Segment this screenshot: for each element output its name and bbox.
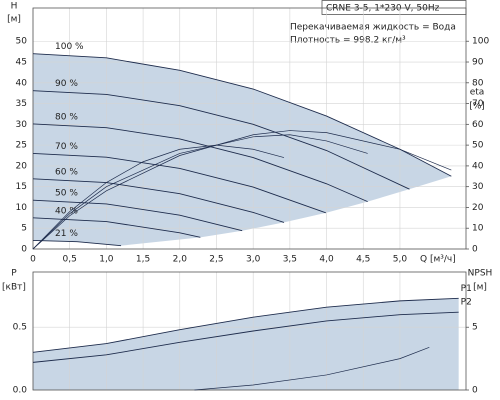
y2-tick-label: 100 bbox=[472, 37, 489, 47]
y-tick-label: 15 bbox=[16, 182, 27, 192]
curve-label: 100 % bbox=[55, 42, 84, 52]
x-axis-label: Q [м³/ч] bbox=[420, 255, 456, 265]
curve bbox=[32, 130, 452, 250]
x-tick-label: 0 bbox=[30, 255, 36, 265]
x-tick-label: 2,0 bbox=[173, 255, 188, 265]
y2-tick-label: 50 bbox=[472, 141, 484, 151]
y2-tick-label: 20 bbox=[472, 203, 484, 213]
y-tick-label: 20 bbox=[16, 161, 28, 171]
curve-label: P2 bbox=[461, 298, 472, 308]
curve bbox=[32, 199, 243, 232]
curve bbox=[32, 144, 285, 250]
curve bbox=[32, 123, 368, 203]
y-tick-label: 0 bbox=[21, 245, 27, 255]
x-tick-label: 1,5 bbox=[136, 255, 150, 265]
x-tick-label: 3,0 bbox=[246, 255, 261, 265]
curve-label: P1 bbox=[461, 284, 472, 294]
plot-frame bbox=[32, 271, 467, 391]
plot-frame bbox=[32, 7, 467, 250]
x-tick-label: 5,0 bbox=[393, 255, 408, 265]
curve-label: 90 % bbox=[55, 79, 78, 89]
y2-tick-label: 40 bbox=[472, 161, 484, 171]
y-tick-label: 5 bbox=[21, 224, 27, 234]
y2-tick-label: 10 bbox=[472, 224, 484, 234]
y2-axis-label: eta bbox=[470, 88, 485, 98]
curve bbox=[32, 178, 285, 223]
curve bbox=[32, 297, 459, 353]
y-tick-label: 35 bbox=[16, 99, 27, 109]
y-tick-label: 10 bbox=[16, 203, 28, 213]
model: CRNE 3-5, 1*230 V, 50Hz bbox=[326, 4, 440, 14]
curve bbox=[32, 311, 459, 363]
y-axis-label: H bbox=[11, 2, 18, 12]
y2-tick-label: 30 bbox=[472, 182, 484, 192]
y-tick-label: 25 bbox=[16, 141, 27, 151]
curve bbox=[32, 217, 201, 238]
y2-tick-label: 70 bbox=[472, 99, 484, 109]
y-tick-label: 50 bbox=[16, 37, 28, 47]
curve-label: 60 % bbox=[55, 167, 78, 177]
curve bbox=[32, 90, 410, 190]
annotation: Плотность = 998.2 кг/м³ bbox=[290, 36, 406, 46]
power-area bbox=[33, 298, 459, 390]
curve-label: 80 % bbox=[55, 112, 78, 122]
curve bbox=[194, 346, 430, 391]
x-tick-label: 3,5 bbox=[283, 255, 297, 265]
y2-tick-label: 90 bbox=[472, 58, 484, 68]
y2-tick-label: 0 bbox=[472, 245, 478, 255]
x-tick-label: 2,5 bbox=[209, 255, 223, 265]
y-axis-label: P bbox=[11, 269, 17, 279]
y-tick-label: 40 bbox=[16, 78, 28, 88]
x-tick-label: 4,0 bbox=[319, 255, 334, 265]
y2-axis-label: [%] bbox=[469, 102, 485, 112]
curve-label: 50 % bbox=[55, 189, 78, 199]
curve bbox=[32, 239, 122, 247]
y-axis-label: [кВт] bbox=[2, 283, 26, 293]
y-tick-label: 45 bbox=[16, 58, 27, 68]
annotation: Перекачиваемая жидкость = Вода bbox=[290, 23, 456, 33]
x-tick-label: 4,5 bbox=[356, 255, 370, 265]
y2-tick-label: 0 bbox=[472, 386, 478, 396]
model-box bbox=[321, 0, 467, 15]
curve-label: 21 % bbox=[55, 229, 78, 239]
operating-area bbox=[33, 53, 452, 246]
y-tick-label: 0.5 bbox=[13, 323, 27, 333]
y-axis-label: [м] bbox=[7, 15, 21, 25]
x-tick-label: 0,5 bbox=[63, 255, 77, 265]
x-tick-label: 1,0 bbox=[99, 255, 114, 265]
curve-label: 40 % bbox=[55, 206, 78, 216]
y2-axis-label: NPSH bbox=[468, 269, 493, 279]
y2-tick-label: 5 bbox=[472, 323, 478, 333]
y-tick-label: 0.0 bbox=[13, 386, 28, 396]
y2-tick-label: 60 bbox=[472, 120, 484, 130]
y2-tick-label: 80 bbox=[472, 78, 484, 88]
curve-label: 70 % bbox=[55, 142, 78, 152]
y-tick-label: 30 bbox=[16, 120, 28, 130]
curve bbox=[32, 152, 326, 214]
y2-axis-label: [м] bbox=[473, 283, 487, 293]
